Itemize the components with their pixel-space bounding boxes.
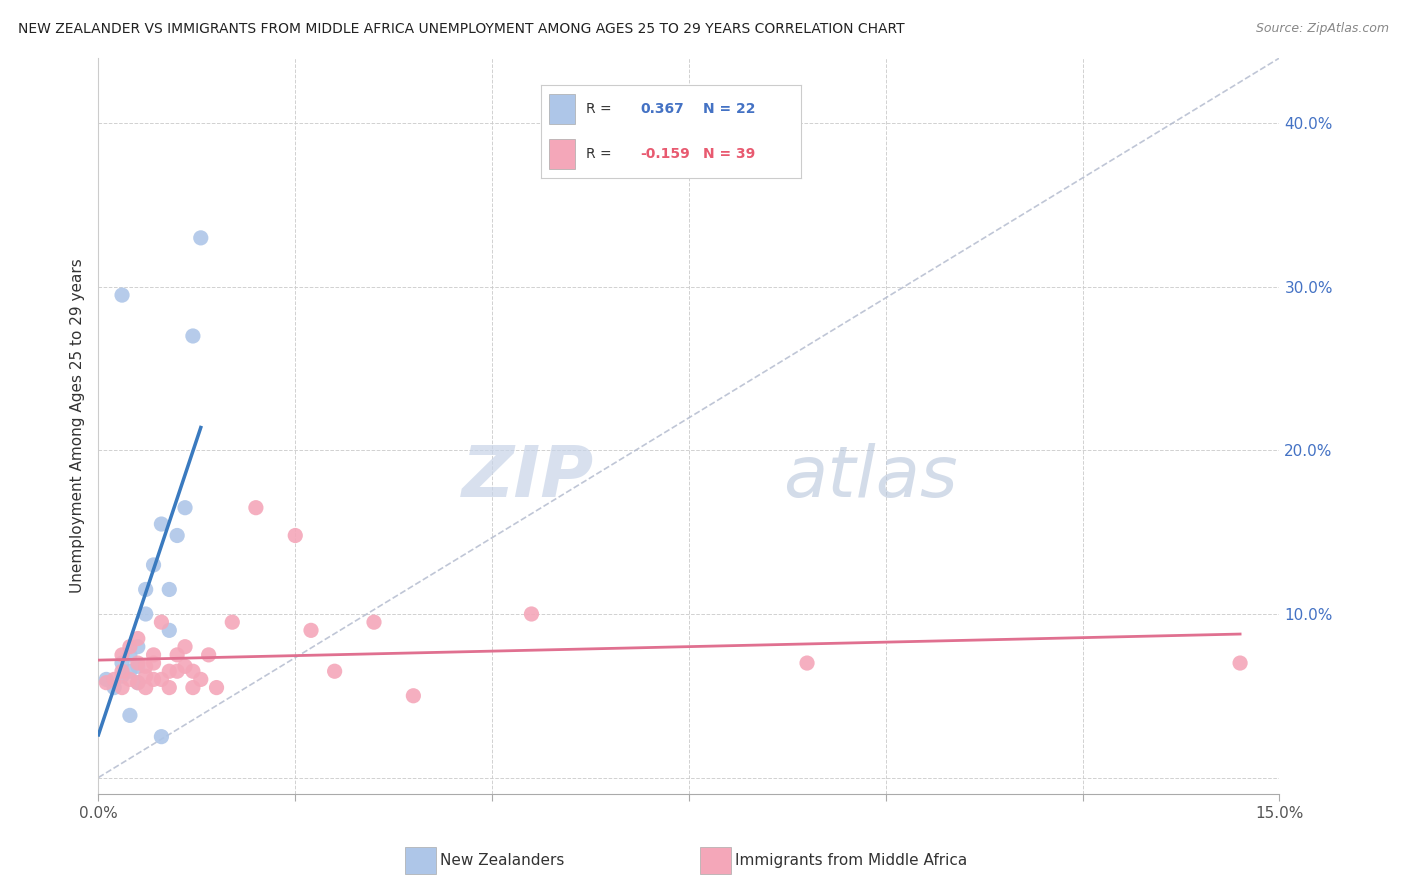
Point: [150, 673, 173, 687]
Point: [142, 558, 165, 572]
Point: [142, 648, 165, 662]
Point: [205, 681, 228, 695]
Point: [166, 528, 188, 542]
Point: [111, 664, 134, 678]
Point: [111, 656, 134, 670]
Point: [166, 664, 188, 678]
Point: [135, 582, 157, 597]
Point: [190, 673, 212, 687]
Text: N = 22: N = 22: [703, 102, 755, 116]
Point: [118, 708, 141, 723]
Point: [174, 500, 197, 515]
Point: [363, 615, 385, 630]
Point: [520, 607, 543, 621]
Point: [118, 673, 141, 687]
Point: [118, 648, 141, 662]
Point: [111, 288, 134, 302]
Text: atlas: atlas: [783, 443, 957, 512]
Point: [111, 669, 134, 683]
Point: [96, 675, 118, 690]
Point: [111, 648, 134, 662]
Point: [284, 528, 307, 542]
Y-axis label: Unemployment Among Ages 25 to 29 years: Unemployment Among Ages 25 to 29 years: [69, 259, 84, 593]
Point: [127, 656, 149, 670]
Bar: [550, 95, 575, 124]
Point: [190, 231, 212, 245]
Text: R =: R =: [585, 102, 616, 116]
Point: [197, 648, 219, 662]
Point: [166, 648, 188, 662]
Point: [103, 673, 125, 687]
Text: -0.159: -0.159: [640, 147, 690, 161]
Point: [135, 669, 157, 683]
Point: [299, 624, 322, 638]
Text: New Zealanders: New Zealanders: [440, 854, 564, 868]
Point: [221, 615, 243, 630]
Point: [1229, 656, 1251, 670]
Point: [150, 615, 173, 630]
Text: Immigrants from Middle Africa: Immigrants from Middle Africa: [735, 854, 967, 868]
Point: [135, 659, 157, 673]
Point: [402, 689, 425, 703]
Point: [796, 656, 818, 670]
Text: N = 39: N = 39: [703, 147, 755, 161]
Point: [150, 730, 173, 744]
Point: [118, 664, 141, 678]
Point: [127, 632, 149, 646]
Point: [181, 681, 204, 695]
Point: [142, 673, 165, 687]
Point: [127, 659, 149, 673]
Point: [127, 675, 149, 690]
Point: [157, 681, 180, 695]
Point: [111, 681, 134, 695]
Text: 0.367: 0.367: [640, 102, 683, 116]
Point: [142, 656, 165, 670]
Text: R =: R =: [585, 147, 616, 161]
Point: [245, 500, 267, 515]
Point: [150, 516, 173, 531]
Point: [127, 640, 149, 654]
Point: [181, 664, 204, 678]
Point: [174, 659, 197, 673]
Point: [96, 673, 118, 687]
Text: Source: ZipAtlas.com: Source: ZipAtlas.com: [1256, 22, 1389, 36]
Point: [157, 664, 180, 678]
Bar: [550, 139, 575, 169]
Point: [118, 640, 141, 654]
Point: [135, 607, 157, 621]
Point: [323, 664, 346, 678]
Point: [181, 329, 204, 343]
Text: ZIP: ZIP: [463, 443, 595, 512]
Point: [127, 675, 149, 690]
Point: [103, 681, 125, 695]
Point: [174, 640, 197, 654]
Point: [157, 582, 180, 597]
Point: [135, 681, 157, 695]
Point: [157, 624, 180, 638]
Text: NEW ZEALANDER VS IMMIGRANTS FROM MIDDLE AFRICA UNEMPLOYMENT AMONG AGES 25 TO 29 : NEW ZEALANDER VS IMMIGRANTS FROM MIDDLE …: [18, 22, 905, 37]
